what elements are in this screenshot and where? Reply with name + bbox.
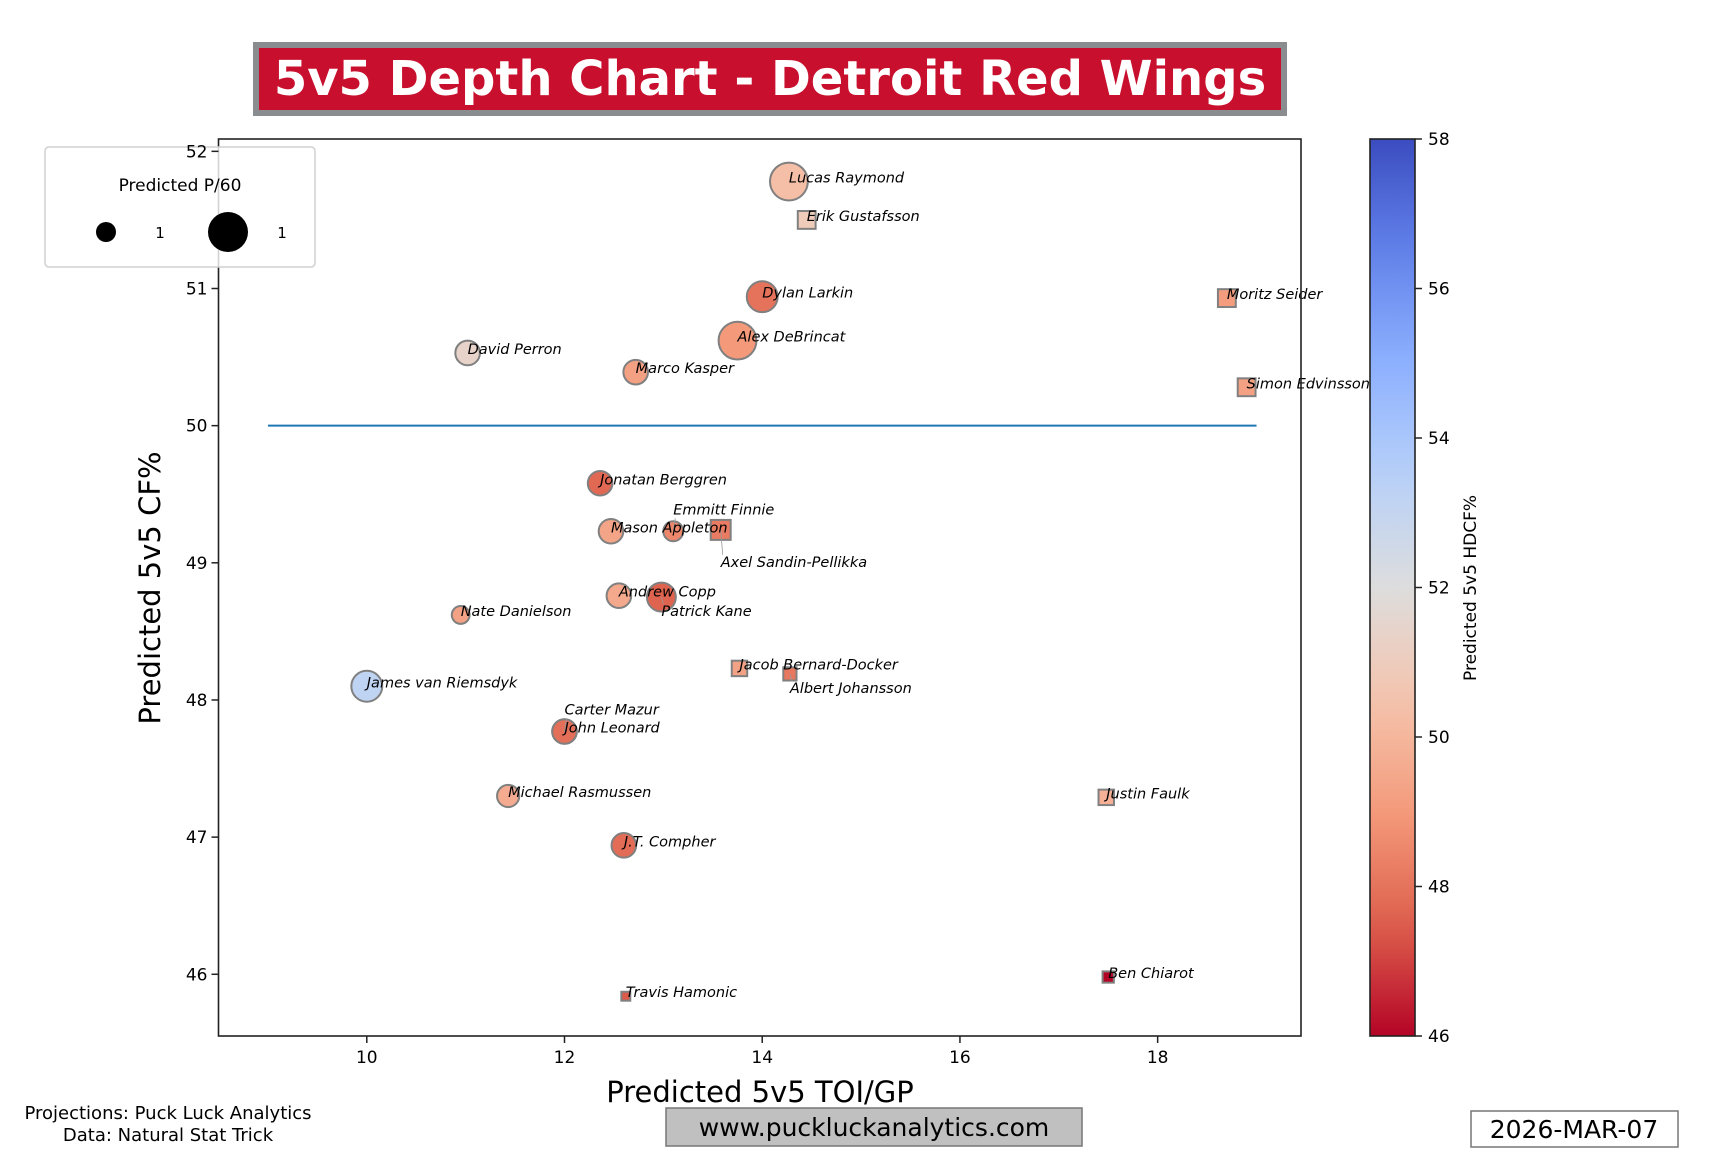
label-moritz-seider: Moritz Seider xyxy=(1227,287,1324,303)
colorbar-tick-label: 50 xyxy=(1428,728,1450,748)
credits-projections: Projections: Puck Luck Analytics xyxy=(24,1103,311,1124)
label-jonatan-berggren: Jonatan Berggren xyxy=(597,472,727,488)
label-travis-hamonic: Travis Hamonic xyxy=(626,985,737,1001)
label-nate-danielson: Nate Danielson xyxy=(461,604,572,620)
size-legend: Predicted P/60 1 1 xyxy=(44,146,316,268)
label-patrick-kane: Patrick Kane xyxy=(661,604,751,620)
y-axis-label: Predicted 5v5 CF% xyxy=(133,451,167,724)
point-axel-sandin-pellikka[interactable] xyxy=(709,518,732,541)
label-michael-rasmussen: Michael Rasmussen xyxy=(508,785,651,801)
point-j-t-compher[interactable] xyxy=(610,832,638,859)
x-tick-label: 10 xyxy=(356,1048,378,1068)
website-link[interactable]: www.puckluckanalytics.com xyxy=(699,1113,1050,1142)
label-axel-sandin-pellikka: Axel Sandin-Pellikka xyxy=(720,555,867,571)
x-axis-label: Predicted 5v5 TOI/GP xyxy=(606,1075,913,1109)
leader-line xyxy=(720,529,724,555)
point-nate-danielson[interactable] xyxy=(450,605,471,625)
legend-entry-large: 1 xyxy=(277,224,287,242)
point-justin-faulk[interactable] xyxy=(1097,788,1115,807)
point-erik-gustafsson[interactable] xyxy=(796,210,817,230)
y-tick-label: 50 xyxy=(186,417,208,437)
label-alex-debrincat: Alex DeBrincat xyxy=(737,330,847,346)
label-lucas-raymond: Lucas Raymond xyxy=(789,171,905,187)
y-tick-label: 47 xyxy=(186,828,208,848)
point-jacob-bernard-docker[interactable] xyxy=(730,659,749,678)
point-dylan-larkin[interactable] xyxy=(745,280,779,314)
colorbar-tick-label: 54 xyxy=(1428,429,1450,449)
website-box xyxy=(665,1107,1083,1147)
leader-line xyxy=(661,596,664,605)
legend-marker-small xyxy=(96,222,116,242)
leader-line xyxy=(564,718,567,732)
point-james-van-riemsdyk[interactable] xyxy=(350,669,384,703)
title-box xyxy=(253,42,1287,116)
point-lucas-raymond[interactable] xyxy=(768,161,809,202)
point-andrew-copp[interactable] xyxy=(605,582,633,610)
x-tick-label: 16 xyxy=(949,1048,971,1068)
point-michael-rasmussen[interactable] xyxy=(496,783,521,809)
label-jacob-bernard-docker: Jacob Bernard-Docker xyxy=(736,657,898,673)
y-tick-label: 52 xyxy=(186,142,208,162)
point-albert-johansson[interactable] xyxy=(782,666,798,682)
leader-line xyxy=(672,518,676,532)
colorbar-tick-label: 46 xyxy=(1428,1027,1450,1047)
label-erik-gustafsson: Erik Gustafsson xyxy=(807,209,920,225)
colorbar-tick-label: 56 xyxy=(1428,280,1450,300)
x-tick-label: 18 xyxy=(1147,1048,1169,1068)
label-emmitt-finnie: Emmitt Finnie xyxy=(673,502,774,518)
colorbar-tick-label: 48 xyxy=(1428,878,1450,898)
point-travis-hamonic[interactable] xyxy=(620,990,632,1002)
point-alex-debrincat[interactable] xyxy=(717,320,758,361)
label-david-perron: David Perron xyxy=(468,342,562,358)
point-simon-edvinsson[interactable] xyxy=(1236,377,1257,398)
legend-title: Predicted P/60 xyxy=(119,176,242,196)
point-jonatan-berggren[interactable] xyxy=(586,469,614,497)
chart-title: 5v5 Depth Chart - Detroit Red Wings xyxy=(274,51,1266,107)
point-ben-chiarot[interactable] xyxy=(1101,970,1115,984)
legend-entry-small: 1 xyxy=(155,224,165,242)
label-simon-edvinsson: Simon Edvinsson xyxy=(1247,376,1370,392)
label-marco-kasper: Marco Kasper xyxy=(636,361,735,377)
label-ben-chiarot: Ben Chiarot xyxy=(1108,966,1195,982)
colorbar-tick-label: 52 xyxy=(1428,579,1450,599)
label-justin-faulk: Justin Faulk xyxy=(1103,786,1190,802)
label-john-leonard: John Leonard xyxy=(562,721,661,737)
label-james-van-riemsdyk: James van Riemsdyk xyxy=(364,675,518,691)
label-leaders xyxy=(564,518,793,732)
label-carter-mazur: Carter Mazur xyxy=(565,703,660,719)
colorbar-label: Predicted 5v5 HDCF% xyxy=(1461,495,1481,681)
y-tick-label: 51 xyxy=(186,280,208,300)
colorbar xyxy=(1369,138,1416,1037)
label-j-t-compher: J.T. Compher xyxy=(621,834,717,850)
point-marco-kasper[interactable] xyxy=(622,358,649,386)
y-tick-label: 46 xyxy=(186,965,208,985)
colorbar-tick-label: 58 xyxy=(1428,130,1450,150)
label-dylan-larkin: Dylan Larkin xyxy=(762,286,853,302)
point-moritz-seider[interactable] xyxy=(1216,288,1237,309)
x-tick-label: 12 xyxy=(554,1048,576,1068)
label-mason-appleton: Mason Appleton xyxy=(611,520,728,536)
date-stamp: 2026-MAR-07 xyxy=(1490,1115,1659,1144)
y-tick-label: 49 xyxy=(186,554,208,574)
point-mason-appleton[interactable] xyxy=(597,517,625,545)
x-tick-label: 14 xyxy=(751,1048,773,1068)
date-box xyxy=(1470,1110,1679,1148)
label-andrew-copp: Andrew Copp xyxy=(618,585,716,601)
axes-frame xyxy=(217,138,1302,1037)
label-albert-johansson: Albert Johansson xyxy=(789,681,912,697)
leader-line xyxy=(789,673,793,682)
legend-marker-large xyxy=(208,212,248,252)
y-tick-label: 48 xyxy=(186,691,208,711)
credits-data: Data: Natural Stat Trick xyxy=(63,1125,274,1146)
point-david-perron[interactable] xyxy=(454,339,481,367)
